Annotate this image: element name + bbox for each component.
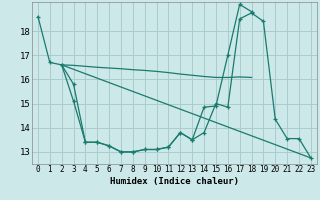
X-axis label: Humidex (Indice chaleur): Humidex (Indice chaleur) <box>110 177 239 186</box>
